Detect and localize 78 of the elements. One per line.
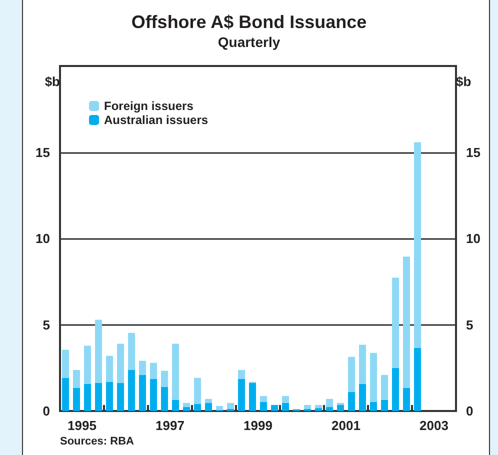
legend-label: Australian issuers — [104, 113, 208, 127]
chart-title: Offshore A$ Bond Issuance — [131, 12, 367, 32]
bar — [73, 370, 80, 388]
bar — [304, 404, 311, 409]
bar — [315, 408, 322, 411]
legend-label: Foreign issuers — [104, 99, 194, 113]
y-tick-label: 15 — [36, 144, 50, 160]
bar — [359, 384, 366, 411]
bar — [161, 386, 168, 411]
y-tick-label: 5 — [42, 317, 50, 332]
bar — [150, 362, 157, 379]
bar — [326, 398, 333, 408]
bar — [403, 256, 410, 388]
x-tick-label: 1995 — [68, 418, 96, 433]
bar — [238, 370, 245, 379]
bar — [227, 402, 234, 409]
bar — [194, 404, 201, 411]
bar — [205, 398, 212, 403]
bar — [117, 382, 124, 411]
x-tick-label: 1999 — [244, 418, 272, 433]
bar — [359, 344, 366, 384]
bar — [260, 402, 267, 411]
bar — [392, 278, 399, 368]
bar — [238, 378, 245, 411]
bar — [150, 378, 157, 411]
bar — [117, 344, 124, 383]
bar — [260, 396, 267, 402]
bar — [73, 388, 80, 411]
bar — [205, 402, 212, 411]
bar — [139, 374, 146, 411]
bar — [139, 360, 146, 375]
y2-tick-label: 0 — [466, 404, 474, 418]
source-note: Sources: RBA — [60, 436, 134, 448]
bar — [106, 382, 113, 411]
bar — [381, 400, 388, 411]
bar — [392, 368, 399, 411]
bar — [128, 370, 135, 411]
bar — [381, 374, 388, 400]
bar — [84, 346, 91, 384]
bar — [282, 396, 289, 403]
bar — [271, 404, 278, 411]
bar — [326, 407, 333, 411]
bar — [414, 348, 421, 411]
bar — [370, 402, 377, 411]
y-tick-label: 0 — [42, 404, 50, 418]
bar — [95, 382, 102, 411]
bar — [249, 382, 256, 411]
bar — [62, 378, 69, 411]
bar — [403, 388, 410, 411]
bar — [282, 402, 289, 411]
bar — [106, 356, 113, 382]
bar — [414, 142, 421, 348]
bar — [348, 356, 355, 392]
bar — [194, 378, 201, 404]
y2-tick-label: 5 — [466, 317, 474, 332]
bar — [62, 350, 69, 378]
bar — [337, 404, 344, 411]
x-tick-label: 2003 — [420, 418, 448, 433]
chart-subtitle: Quarterly — [218, 34, 280, 50]
bar — [172, 344, 179, 400]
bar — [84, 384, 91, 411]
bar — [128, 332, 135, 370]
bar — [183, 407, 190, 411]
bar — [183, 402, 190, 408]
bar — [216, 406, 223, 410]
bar — [161, 370, 168, 387]
x-tick-label: 1997 — [156, 418, 184, 433]
bar — [348, 392, 355, 411]
bar — [95, 320, 102, 383]
y-tick-label: 10 — [36, 231, 50, 246]
y2-tick-label: 15 — [466, 144, 480, 160]
y2-axis-title: $b — [456, 74, 472, 89]
bar — [315, 404, 322, 408]
y2-tick-label: 10 — [466, 231, 480, 246]
bar — [370, 352, 377, 402]
x-tick-label: 2001 — [332, 418, 360, 433]
y-axis-title: $b — [44, 74, 60, 89]
bar — [172, 400, 179, 411]
